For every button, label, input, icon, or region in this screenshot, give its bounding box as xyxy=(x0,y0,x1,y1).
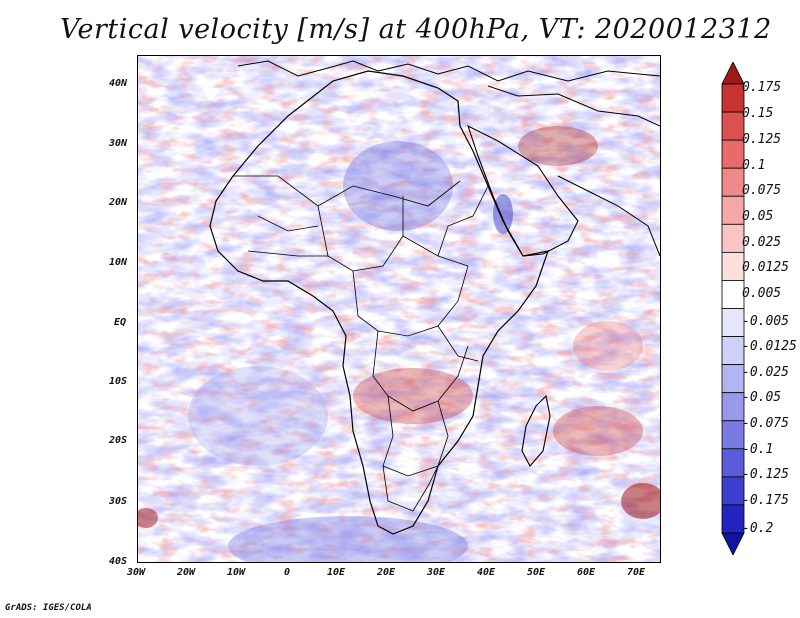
colorbar-label: -0.025 xyxy=(742,365,789,380)
lat-label-40n: 40N xyxy=(109,78,128,89)
lon-label-10e: 10E xyxy=(327,567,346,578)
velocity-field xyxy=(138,56,660,562)
colorbar-segment xyxy=(721,139,745,169)
lon-label-40e: 40E xyxy=(477,567,496,578)
colorbar-label: -0.125 xyxy=(742,467,789,482)
colorbar-segment xyxy=(721,420,745,450)
colorbar-segment xyxy=(721,504,745,534)
map-title: Vertical velocity [m/s] at 400hPa, VT: 2… xyxy=(60,14,772,45)
lat-label-eq: EQ xyxy=(114,317,127,328)
grads-credit: GrADS: IGES/COLA xyxy=(5,603,92,613)
colorbar-label: 0.0125 xyxy=(742,260,789,275)
colorbar-label: -0.1 xyxy=(742,442,774,457)
upward-motion-field xyxy=(138,56,660,562)
lat-label-20s: 20S xyxy=(109,435,128,446)
colorbar-label: -0.0125 xyxy=(742,339,797,354)
colorbar-segment xyxy=(721,336,745,366)
colorbar-label: -0.05 xyxy=(742,390,782,405)
lon-label-20w: 20W xyxy=(177,567,196,578)
colorbar-segment xyxy=(721,195,745,225)
colorbar-label: 0.025 xyxy=(742,235,782,250)
colorbar-label: 0.15 xyxy=(742,106,774,121)
colorbar-segment xyxy=(721,448,745,478)
colorbar-segment xyxy=(721,476,745,506)
lon-label-70e: 70E xyxy=(627,567,646,578)
lon-label-60e: 60E xyxy=(577,567,596,578)
colorbar-segment xyxy=(721,167,745,197)
colorbar-label: -0.005 xyxy=(742,314,789,329)
colorbar-segment xyxy=(721,280,745,309)
colorbar xyxy=(721,62,745,555)
colorbar-label: -0.075 xyxy=(742,416,789,431)
lon-label-30e: 30E xyxy=(427,567,446,578)
lat-label-10n: 10N xyxy=(109,257,128,268)
arabia-coastline xyxy=(467,124,579,257)
lon-label-20e: 20E xyxy=(377,567,396,578)
lon-label-0: 0 xyxy=(284,567,291,578)
colorbar-label: 0.05 xyxy=(742,209,774,224)
lat-label-30s: 30S xyxy=(109,496,128,507)
colorbar-segment xyxy=(721,62,745,85)
colorbar-label: 0.075 xyxy=(742,183,782,198)
colorbar-segment xyxy=(721,364,745,394)
lon-label-10w: 10W xyxy=(227,567,246,578)
lat-label-10s: 10S xyxy=(109,376,128,387)
colorbar-label: 0.005 xyxy=(742,286,782,301)
colorbar-label: -0.2 xyxy=(742,521,774,536)
colorbar-segment xyxy=(721,308,745,337)
colorbar-segment xyxy=(721,392,745,422)
africa-coastline xyxy=(209,70,549,535)
colorbar-segment xyxy=(721,111,745,141)
colorbar-label: 0.1 xyxy=(742,158,766,173)
colorbar-label: 0.125 xyxy=(742,132,782,147)
colorbar-segment xyxy=(721,223,745,253)
colorbar-label: -0.175 xyxy=(742,493,789,508)
colorbar-segment xyxy=(721,83,745,113)
colorbar-segment xyxy=(721,532,745,555)
lat-label-30n: 30N xyxy=(109,138,128,149)
lon-label-50e: 50E xyxy=(527,567,546,578)
madagascar-coastline xyxy=(521,394,551,467)
europe-coastline xyxy=(237,60,660,82)
colorbar-label: 0.175 xyxy=(742,80,782,95)
lon-label-30w: 30W xyxy=(127,567,146,578)
map-panel xyxy=(137,55,661,563)
lat-label-40s: 40S xyxy=(109,556,128,567)
lat-label-20n: 20N xyxy=(109,197,128,208)
colorbar-segment xyxy=(721,251,745,281)
